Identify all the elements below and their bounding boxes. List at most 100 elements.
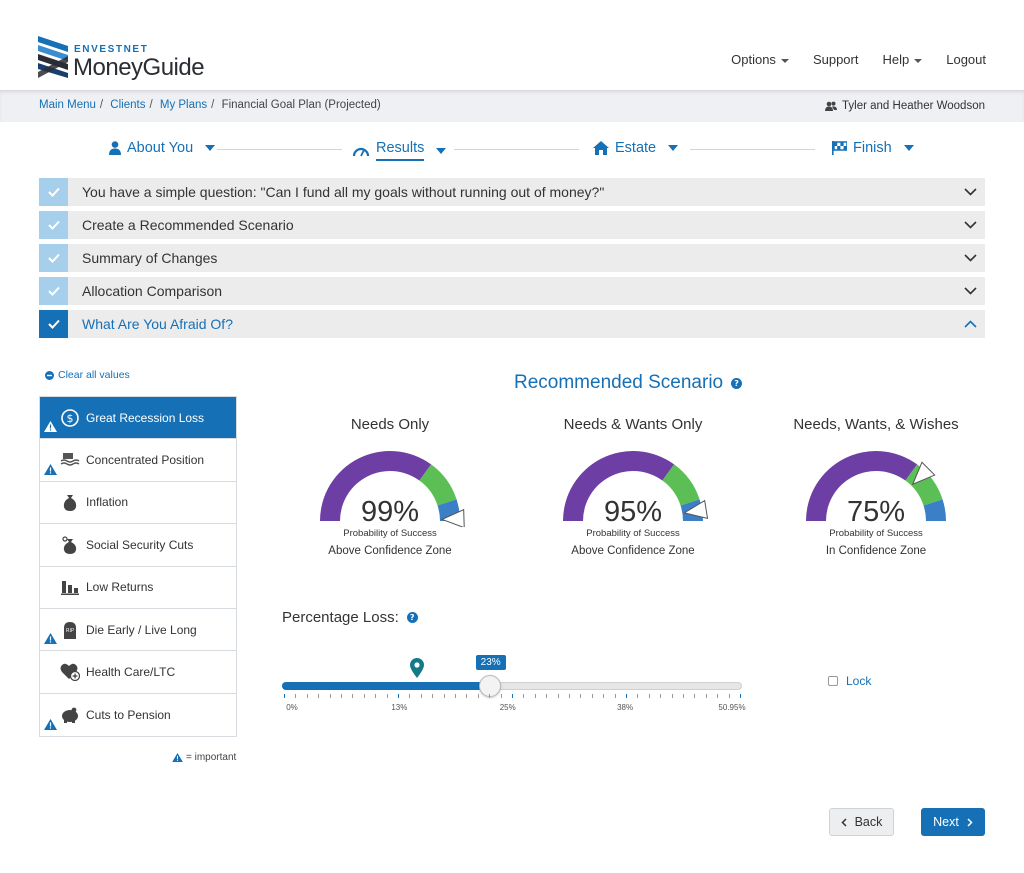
breadcrumb-my-plans[interactable]: My Plans — [159, 99, 208, 111]
help-icon[interactable]: ? — [731, 377, 743, 389]
help-menu[interactable]: Help — [882, 52, 923, 67]
slider-tick — [546, 694, 548, 698]
gauge-zone-confidence — [419, 464, 457, 506]
accordion-title: Summary of Changes — [82, 250, 218, 266]
bar-chart-down-icon — [60, 577, 80, 597]
client-indicator: Tyler and Heather Woodson — [825, 100, 985, 112]
risk-label: Great Recession Loss — [86, 410, 205, 425]
risk-great-recession-loss[interactable]: $ Great Recession Loss — [40, 397, 236, 440]
percentage-loss-slider[interactable]: 23% 0% 13% 25% 38% 50.95% — [282, 655, 746, 719]
slider-tick — [477, 694, 479, 698]
slider-tick — [705, 694, 707, 698]
gauge-percent: 99% — [360, 496, 420, 528]
breadcrumb-bar: Main Menu / Clients / My Plans / Financial … — [0, 90, 1024, 122]
client-name: Tyler and Heather Woodson — [842, 100, 985, 112]
gauge-pointer — [911, 461, 936, 486]
scissors-bag-icon — [60, 535, 80, 555]
help-label: Help — [882, 52, 910, 67]
slider-tick — [660, 694, 662, 698]
accordion-title: What Are You Afraid Of? — [82, 316, 233, 332]
slider-tick — [500, 694, 502, 698]
gauge-dial — [563, 451, 708, 521]
gauge-needs-wants-wishes: Needs, Wants, & Wishes 75% Probability o… — [776, 416, 976, 557]
user-icon — [109, 141, 121, 155]
next-button[interactable]: Next — [921, 808, 985, 836]
home-icon — [593, 141, 609, 155]
accordion-what-are-you-afraid-of[interactable]: What Are You Afraid Of? — [39, 310, 985, 338]
chevron-down-icon — [955, 287, 985, 295]
accordion-fund-goals[interactable]: You have a simple question: "Can I fund … — [39, 178, 985, 206]
slider-tick — [683, 694, 684, 698]
gauge-zone: Above Confidence Zone — [571, 545, 695, 557]
step-about-label: About You — [127, 140, 194, 156]
slider-tick — [386, 694, 388, 698]
help-icon[interactable]: ? — [406, 612, 418, 623]
risk-health-care-ltc[interactable]: Health Care/LTC — [40, 651, 236, 694]
accordion-recommended-scenario[interactable]: Create a Recommended Scenario — [39, 211, 985, 239]
slider-tick-label: 38% — [617, 703, 634, 712]
gauge-zone-above — [923, 499, 946, 521]
chevron-right-icon — [967, 817, 973, 827]
percentage-loss-text: Percentage Loss: — [282, 609, 399, 626]
chevron-up-icon — [955, 320, 985, 328]
slider-tick — [409, 694, 411, 698]
risk-die-early-live-long[interactable]: RIP Die Early / Live Long — [40, 608, 236, 652]
step-finish-label: Finish — [853, 140, 892, 156]
gauge-zone-below — [320, 451, 432, 521]
scenario-title: Recommended Scenario ? — [514, 372, 743, 394]
options-menu[interactable]: Options — [731, 52, 789, 67]
clear-all-values-link[interactable]: Clear all values — [45, 369, 130, 381]
warning-icon — [44, 719, 57, 733]
risk-low-returns[interactable]: Low Returns — [40, 566, 236, 609]
slider-tick — [455, 694, 456, 698]
back-label: Back — [854, 815, 883, 829]
risk-label: Cuts to Pension — [86, 707, 171, 722]
risk-label: Social Security Cuts — [86, 537, 194, 552]
logout-link[interactable]: Logout — [946, 52, 986, 67]
options-label: Options — [731, 52, 776, 67]
slider-tick — [614, 694, 616, 698]
caret-down-icon — [205, 145, 216, 151]
gauge-title: Needs, Wants, & Wishes — [793, 416, 959, 433]
risk-cuts-to-pension[interactable]: Cuts to Pension — [40, 693, 236, 737]
slider-tick — [489, 694, 491, 698]
risk-label: Health Care/LTC — [86, 665, 176, 680]
slider-tick-label: 13% — [391, 703, 408, 712]
gauge-pointer — [683, 499, 708, 519]
step-results-label: Results — [376, 140, 425, 161]
waves-icon — [60, 450, 80, 470]
support-link[interactable]: Support — [812, 52, 859, 67]
step-navigation: About You Results Estate Finish — [0, 136, 1024, 166]
check-icon — [39, 244, 68, 272]
important-legend: = important — [172, 752, 236, 763]
logo-brand-text: ENVESTNET — [74, 44, 149, 55]
accordion-allocation-comparison[interactable]: Allocation Comparison — [39, 277, 985, 305]
risk-concentrated-position[interactable]: Concentrated Position — [40, 439, 236, 482]
step-connector — [454, 149, 579, 150]
risk-label: Concentrated Position — [86, 453, 205, 468]
slider-tick — [432, 694, 434, 698]
slider-tick — [512, 694, 513, 698]
slider-tick — [398, 694, 399, 698]
breadcrumb-clients[interactable]: Clients — [110, 99, 146, 111]
step-estate[interactable]: Estate — [593, 140, 679, 156]
risk-inflation[interactable]: Inflation — [40, 481, 236, 525]
accordion-summary-of-changes[interactable]: Summary of Changes — [39, 244, 985, 272]
legend-label: = important — [186, 752, 237, 763]
gauge-title: Needs & Wants Only — [563, 416, 703, 433]
gauge-zone-below — [563, 451, 675, 521]
step-about-you[interactable]: About You — [109, 140, 216, 156]
slider-tick — [341, 694, 342, 698]
step-results[interactable]: Results — [352, 140, 447, 161]
back-button[interactable]: Back — [829, 808, 894, 836]
checkbox[interactable] — [828, 676, 838, 686]
step-finish[interactable]: Finish — [832, 140, 914, 156]
breadcrumb-main-menu[interactable]: Main Menu — [39, 99, 96, 111]
gauge-needs-wants-only: Needs & Wants Only 95% Probability of Su… — [533, 416, 733, 557]
slider-tick — [295, 694, 297, 698]
logo[interactable]: ENVESTNET MoneyGuide — [38, 36, 205, 84]
flag-checkered-icon — [832, 141, 847, 155]
risk-label: Inflation — [86, 495, 129, 510]
risk-social-security-cuts[interactable]: Social Security Cuts — [40, 524, 236, 567]
lock-checkbox[interactable]: Lock — [828, 674, 871, 688]
